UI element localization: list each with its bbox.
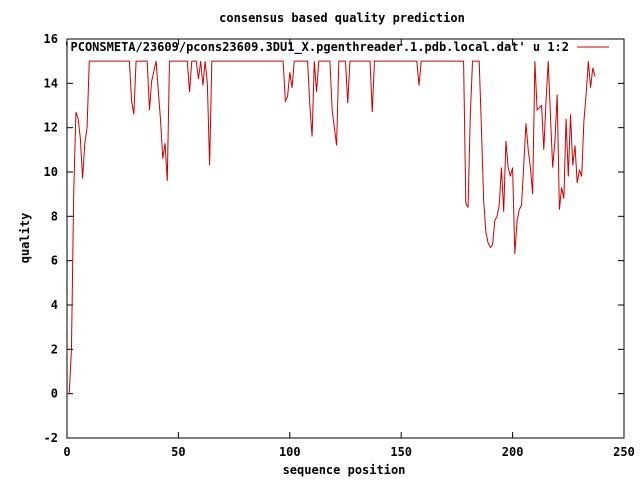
x-axis-label: sequence position: [283, 463, 406, 477]
x-tick-label: 150: [390, 445, 412, 459]
chart-title: consensus based quality prediction: [219, 11, 465, 25]
legend: 'PCONSMETA/23609/pcons23609.3DU1_X.pgent…: [63, 40, 609, 55]
x-tick-label: 250: [613, 445, 635, 459]
y-tick-label: 0: [51, 387, 58, 401]
y-tick-label: 4: [51, 298, 58, 312]
y-tick-label: 2: [51, 342, 58, 356]
legend-label: 'PCONSMETA/23609/pcons23609.3DU1_X.pgent…: [63, 40, 569, 55]
y-axis-label: quality: [18, 213, 32, 264]
y-tick-label: -2: [44, 431, 58, 445]
x-tick-label: 200: [502, 445, 524, 459]
x-tick-label: 0: [63, 445, 70, 459]
y-tick-label: 12: [44, 121, 58, 135]
series-layer: [67, 60, 596, 395]
plot-frame: [66, 38, 625, 439]
y-tick-label: 6: [51, 254, 58, 268]
x-tick-label: 100: [279, 445, 301, 459]
y-tick-label: 8: [51, 209, 58, 223]
x-tick-label: 50: [171, 445, 185, 459]
y-tick-label: 14: [44, 76, 58, 90]
y-tick-label: 16: [44, 32, 58, 46]
series-line: [67, 60, 596, 395]
axis-ticks: 0 50 100 150 200 250 -2 0 2 4 6 8 10 12 14 16: [44, 32, 635, 459]
y-tick-label: 10: [44, 165, 58, 179]
